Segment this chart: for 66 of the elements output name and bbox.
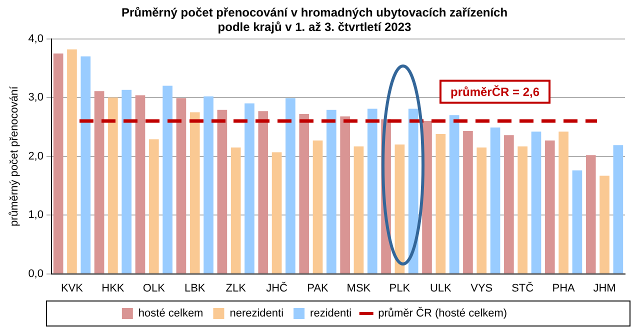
- y-tick-label: 0,0: [28, 268, 44, 280]
- bar: [299, 114, 310, 274]
- bar: [244, 103, 254, 274]
- x-tick-label: HKK: [102, 282, 125, 294]
- x-tick-label: PAK: [307, 282, 330, 294]
- bar: [230, 147, 241, 274]
- bar: [354, 146, 364, 274]
- legend-label: průměr ČR (hosté celkem): [378, 306, 508, 320]
- bar: [531, 132, 542, 274]
- bar: [504, 135, 514, 274]
- bar: [490, 128, 500, 274]
- x-tick-label: ULK: [430, 282, 452, 294]
- bar: [408, 108, 418, 274]
- bar: [108, 98, 118, 274]
- x-tick-label: ZLK: [226, 282, 247, 294]
- x-tick-label: MSK: [346, 282, 372, 294]
- bar: [148, 139, 159, 274]
- bar: [463, 131, 473, 274]
- bar: [122, 90, 132, 274]
- x-tick-label: VYS: [470, 282, 493, 294]
- bar: [449, 115, 460, 274]
- y-tick-label: 2,0: [28, 150, 44, 162]
- y-tick-label: 4,0: [28, 32, 44, 45]
- bar: [204, 96, 214, 274]
- bar: [286, 98, 296, 274]
- y-axis-title: průměrný počet přenocování: [8, 85, 21, 226]
- bar: [258, 111, 268, 274]
- bar: [586, 155, 596, 274]
- bar: [326, 110, 336, 274]
- bar: [600, 176, 610, 274]
- x-tick-label: KVK: [60, 282, 84, 294]
- bar: [544, 140, 555, 274]
- bar: [272, 152, 282, 274]
- bar: [217, 110, 228, 274]
- x-tick-label: PHA: [552, 282, 576, 294]
- bar: [394, 144, 405, 274]
- bar: [518, 146, 528, 274]
- y-tick-label: 1,0: [28, 209, 44, 222]
- bar: [94, 91, 104, 274]
- x-tick-label: LBK: [184, 282, 206, 294]
- x-tick-label: PLK: [389, 282, 411, 294]
- annotation: průměrČR = 2,6: [450, 85, 540, 100]
- bar: [436, 134, 446, 274]
- x-tick-label: STČ: [512, 281, 534, 294]
- y-tick-label: 3,0: [28, 92, 44, 104]
- x-tick-label: JHM: [593, 282, 616, 294]
- bar: [67, 49, 77, 274]
- x-tick-label: OLK: [142, 282, 166, 294]
- bar: [53, 53, 64, 274]
- legend-label: rezidenti: [310, 308, 352, 320]
- bar: [135, 95, 146, 274]
- bar: [613, 145, 624, 274]
- bar: [80, 56, 91, 274]
- bar: [367, 108, 378, 274]
- legend-label: nerezidenti: [230, 308, 284, 320]
- bar: [558, 132, 568, 274]
- bar: [162, 86, 172, 274]
- bar: [176, 98, 186, 274]
- bar: [312, 140, 323, 274]
- bar: [190, 112, 200, 274]
- x-tick-label: JHČ: [266, 281, 288, 294]
- bar: [572, 170, 582, 274]
- legend-label: hosté celkem: [138, 308, 204, 320]
- bar: [476, 147, 487, 274]
- bar: [340, 116, 350, 274]
- chart-title: Průměrný počet přenocování v hromadných ubytovacích zařízeních podle krajů v 1. až 3. čtvrtletí 2023: [121, 6, 508, 34]
